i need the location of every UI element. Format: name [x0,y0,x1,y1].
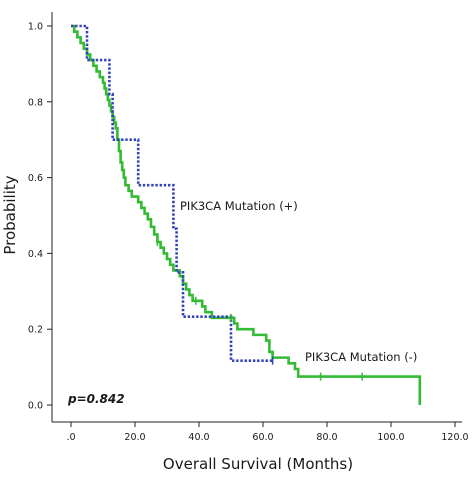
survival-curves [71,24,422,405]
censor-marks [156,238,363,381]
x-tick-label: 120.0 [441,432,468,443]
x-tick-label: 80.0 [316,432,337,443]
y-tick-label: 0.2 [28,325,43,336]
y-tick-label: 0.6 [28,173,43,184]
p-value-annotation: p=0.842 [67,392,125,406]
curve-mutation-positive [71,24,273,362]
x-tick-label: 40.0 [188,432,209,443]
x-tick-label: .0 [66,432,75,443]
y-tick-label: 0.8 [28,97,43,108]
y-tick-label: 0.0 [28,401,43,412]
y-tick-label: 1.0 [28,22,43,33]
axes [51,12,462,423]
y-tick-label: 0.4 [28,249,43,260]
y-ticks: 0.0 0.2 0.4 0.6 0.8 1.0 [28,22,52,412]
y-axis-title: Probability [1,175,19,254]
x-axis-title: Overall Survival (Months) [163,455,353,473]
x-tick-label: 60.0 [252,432,273,443]
x-tick-label: 20.0 [124,432,145,443]
series-label-mutation-positive: PIK3CA Mutation (+) [180,199,298,213]
x-ticks: .0 20.0 40.0 60.0 80.0 100.0 120.0 [66,422,469,443]
curve-mutation-negative [71,24,422,405]
series-label-mutation-negative: PIK3CA Mutation (-) [305,350,417,364]
x-tick-label: 100.0 [377,432,404,443]
